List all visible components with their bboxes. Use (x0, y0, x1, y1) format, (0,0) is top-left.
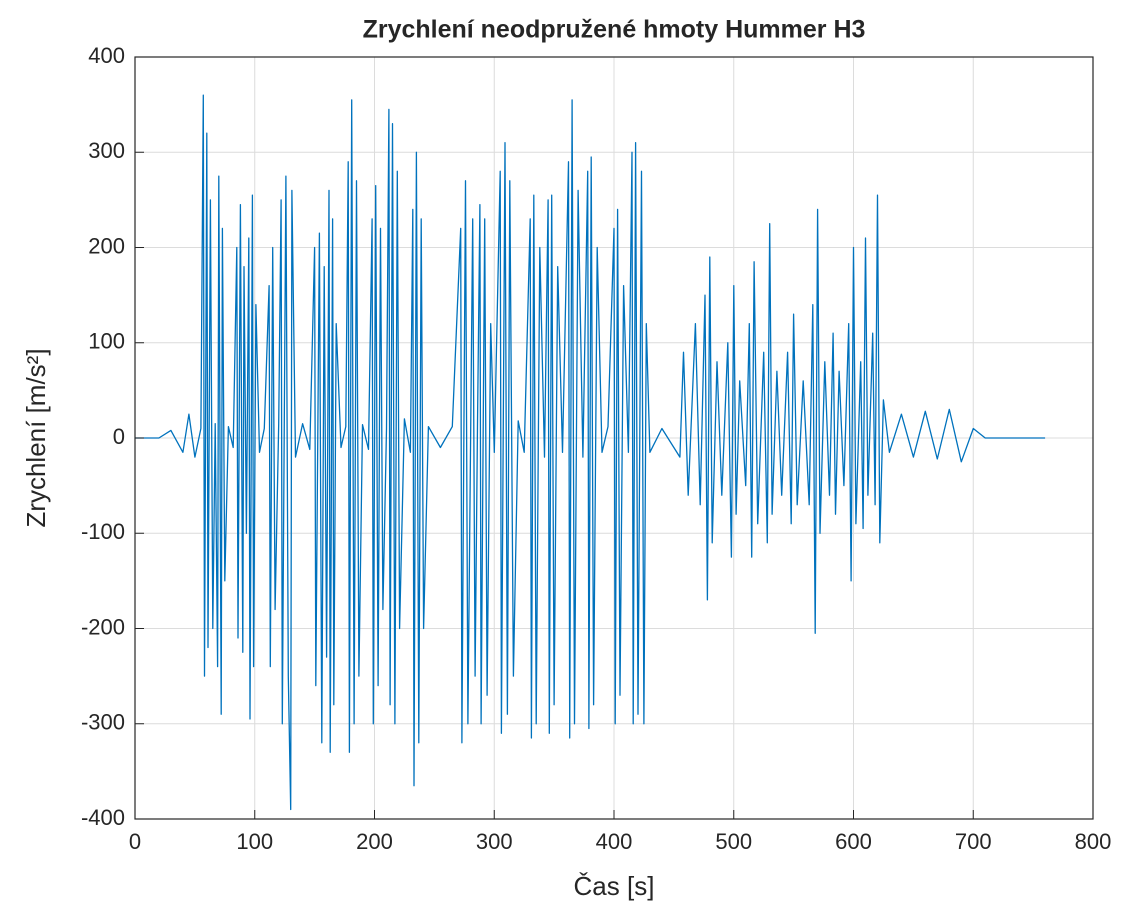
x-axis-label: Čas [s] (574, 871, 655, 901)
y-tick-label: 300 (88, 138, 125, 163)
y-tick-label: -100 (81, 519, 125, 544)
y-tick-label: 0 (113, 424, 125, 449)
signal-line (135, 94, 1046, 811)
x-tick-label: 100 (236, 829, 273, 854)
y-tick-label: 200 (88, 233, 125, 258)
x-tick-label: 200 (356, 829, 393, 854)
chart-title: Zrychlení neodpružené hmoty Hummer H3 (363, 16, 866, 44)
x-tick-label: 400 (596, 829, 633, 854)
x-tick-label: 700 (955, 829, 992, 854)
x-tick-label: 0 (129, 829, 141, 854)
x-tick-label: 600 (835, 829, 872, 854)
y-axis-label: Zrychlení [m/s²] (21, 348, 51, 527)
y-tick-label: -400 (81, 805, 125, 830)
x-tick-label: 300 (476, 829, 513, 854)
x-tick-label: 800 (1075, 829, 1112, 854)
y-tick-label: -200 (81, 614, 125, 639)
y-tick-label: 100 (88, 329, 125, 354)
y-tick-label: 400 (88, 43, 125, 68)
y-tick-label: -300 (81, 710, 125, 735)
x-tick-label: 500 (715, 829, 752, 854)
